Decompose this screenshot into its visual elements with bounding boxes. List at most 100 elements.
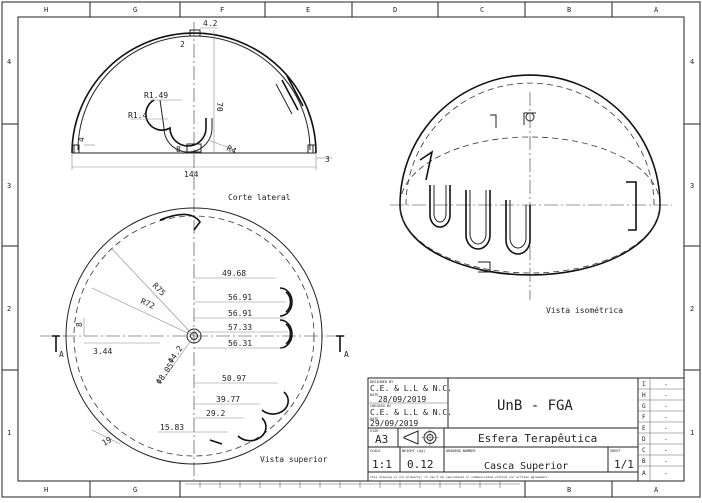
- revision-g: G: [642, 403, 646, 410]
- dim-r75: R75: [151, 281, 168, 298]
- zone-row-left-4: 1: [7, 429, 11, 437]
- zone-col-top-1: H: [44, 6, 48, 14]
- revision-list: I H G F E D C B A - - - - - - - - -: [638, 381, 684, 477]
- iso-view-label: Vista isométrica: [546, 305, 623, 315]
- side-right-slot: [281, 75, 304, 111]
- drawing-scale: 1:1: [372, 458, 392, 471]
- revision-i: I: [642, 381, 646, 388]
- dim-d5: 56.31: [228, 339, 252, 348]
- revision-dash-b: -: [664, 458, 668, 465]
- revision-c: C: [642, 447, 646, 454]
- size-label: SIZE: [370, 429, 378, 433]
- dim-base-step: 4: [77, 137, 86, 142]
- center-hole-outer: [186, 328, 202, 344]
- dim-d6: 50.97: [222, 374, 246, 383]
- dim-base-slot: 8: [176, 145, 181, 154]
- dim-total-width: 144: [184, 170, 199, 179]
- scale-label: SCALE: [370, 449, 381, 453]
- zone-row-right-1: 4: [690, 58, 694, 66]
- checked-by-label: CHECKED BY: [370, 404, 392, 408]
- zone-row-left-2: 3: [7, 182, 11, 190]
- dim-base-right: 3: [325, 155, 330, 164]
- dim-hole-outer: Φ8.05: [154, 361, 175, 386]
- drawing-number-label: DRAWING NUMBER: [446, 449, 476, 453]
- section-mark-right: A: [344, 350, 349, 359]
- dim-height: 70: [215, 102, 224, 112]
- date-1: 28/09/2019: [378, 395, 426, 404]
- dim-d3: 56.91: [228, 309, 252, 318]
- bottom-ruler: [185, 481, 520, 488]
- zone-col-top-7: B: [567, 6, 571, 14]
- zone-dividers: [2, 2, 700, 497]
- designed-by-label: DESIGNED BY: [370, 380, 394, 384]
- zone-col-bottom-2: G: [133, 486, 137, 494]
- drawing-title: Esfera Terapêutica: [478, 432, 597, 445]
- date-2: 29/09/2019: [370, 419, 418, 428]
- top-hooks: [159, 213, 293, 445]
- dim-top-width: 4.2: [203, 19, 218, 28]
- zone-col-top-5: D: [393, 6, 397, 14]
- dim-offset-8: 8: [75, 322, 84, 327]
- revision-dash-g: -: [664, 403, 668, 410]
- date-label-2: DATE: [370, 417, 378, 421]
- projection-symbol-icon: [403, 429, 439, 446]
- dim-r72: R72: [139, 297, 156, 311]
- zone-labels: H G F E D C B A H G B A 4 3 2 1 4 3 2 1: [7, 6, 694, 494]
- top-view: R75 R72 Φ4.2 Φ8.05 A A 8 3.44: [40, 207, 349, 465]
- sheet-number: 1/1: [614, 458, 634, 471]
- weight-label: WEIGHT (kg): [402, 449, 425, 453]
- drawing-weight: 0.12: [407, 458, 434, 471]
- sheet-label: SHEET: [610, 449, 621, 453]
- revision-dash-a: -: [664, 470, 668, 477]
- revision-d: D: [642, 436, 646, 443]
- inner-frame: [17, 16, 685, 482]
- dim-d7: 39.77: [216, 395, 240, 404]
- company-name: UnB - FGA: [497, 398, 573, 414]
- dim-d4: 57.33: [228, 323, 252, 332]
- zone-row-right-4: 1: [690, 429, 694, 437]
- zone-row-left-1: 4: [7, 58, 11, 66]
- date-label-1: DATE: [370, 393, 378, 397]
- revision-column: [637, 377, 685, 482]
- zone-col-top-6: C: [480, 6, 484, 14]
- zone-col-top-3: F: [220, 6, 224, 14]
- dim-slot-width: 2: [180, 40, 185, 49]
- revision-dash-e: -: [664, 425, 668, 432]
- side-view-label: Corte lateral: [228, 193, 291, 202]
- checked-by: C.E. & L.L & N.C.: [370, 408, 452, 417]
- revision-dash-c: -: [664, 447, 668, 454]
- side-hook: [145, 99, 207, 147]
- dim-r4: R4: [225, 144, 238, 156]
- iso-view: Vista isométrica: [390, 74, 672, 315]
- revision-dash-f: -: [664, 414, 668, 421]
- title-block: DESIGNED BY C.E. & L.L & N.C. DATE 28/09…: [367, 377, 685, 482]
- dim-d1: 49.68: [222, 269, 246, 278]
- zone-row-right-3: 2: [690, 305, 694, 313]
- zone-row-right-2: 3: [690, 182, 694, 190]
- zone-col-top-4: E: [306, 6, 310, 14]
- dim-d10: 19: [101, 435, 114, 448]
- zone-col-top-2: G: [133, 6, 137, 14]
- side-view: 4.2 2 70 R1.49 R1.4 R4 4 8 3 144 Corte l…: [71, 19, 332, 480]
- revision-dash-i: -: [664, 381, 668, 388]
- revision-f: F: [642, 414, 646, 421]
- dim-d9: 15.83: [160, 423, 184, 432]
- zone-col-bottom-7: B: [567, 486, 571, 494]
- section-mark-left: A: [59, 350, 64, 359]
- top-view-label: Vista superior: [260, 455, 328, 464]
- center-hole-inner: [190, 332, 198, 340]
- zone-col-top-8: A: [654, 6, 659, 14]
- revision-h: H: [642, 392, 646, 399]
- zone-col-bottom-1: H: [44, 486, 48, 494]
- revision-e: E: [642, 425, 646, 432]
- drawing-number: Casca Superior: [484, 461, 568, 472]
- dim-offset-344: 3.44: [93, 347, 112, 356]
- dim-r-inner: R1.4: [128, 111, 147, 120]
- revision-dash-h: -: [664, 392, 668, 399]
- zone-row-left-3: 2: [7, 305, 11, 313]
- dim-d8: 29.2: [206, 409, 225, 418]
- side-top-notch: [189, 29, 201, 37]
